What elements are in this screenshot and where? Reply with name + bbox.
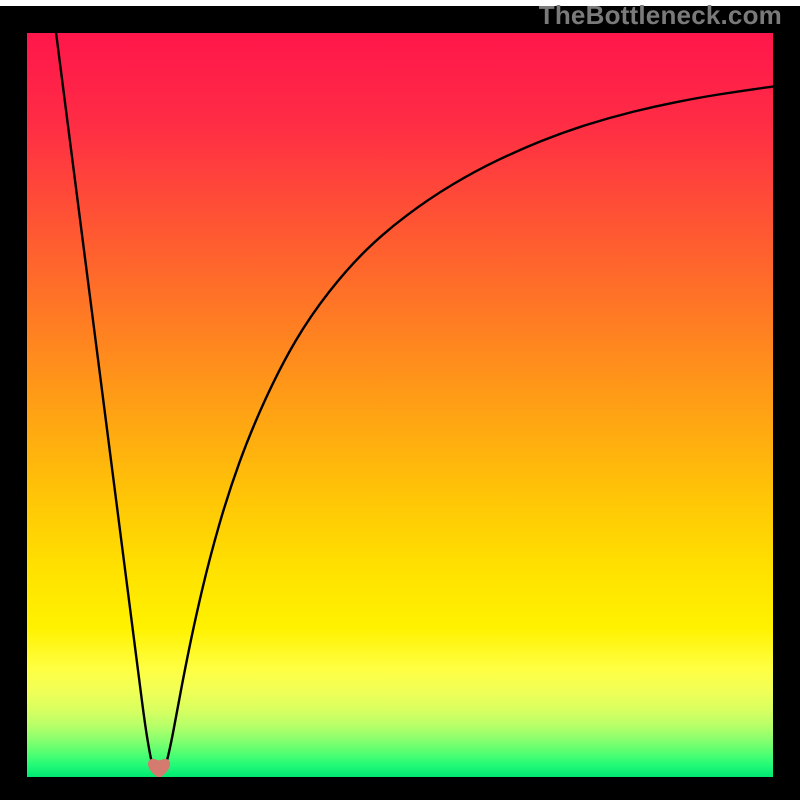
plot-background — [27, 33, 773, 777]
bottleneck-chart — [0, 0, 800, 800]
watermark-label: TheBottleneck.com — [539, 0, 782, 31]
chart-frame: TheBottleneck.com — [0, 0, 800, 800]
